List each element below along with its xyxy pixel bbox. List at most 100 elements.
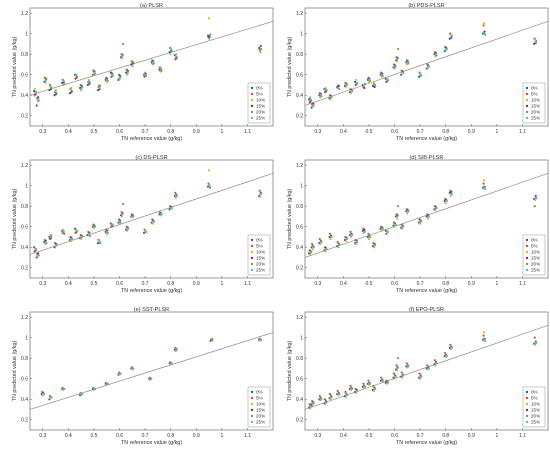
data-point xyxy=(337,84,340,88)
data-point xyxy=(395,60,399,63)
chart-title: (b) PDS-PLSR xyxy=(408,3,444,9)
data-point xyxy=(482,22,486,25)
data-point xyxy=(344,239,348,243)
data-point xyxy=(336,389,339,393)
data-point xyxy=(328,392,332,396)
y-tick-label: 1.2 xyxy=(21,315,28,321)
data-point xyxy=(344,85,348,89)
data-point xyxy=(337,392,340,396)
legend-marker xyxy=(525,390,529,394)
y-tick-label: 1 xyxy=(25,335,28,341)
data-point xyxy=(482,179,486,182)
data-point xyxy=(323,398,327,401)
data-point xyxy=(63,232,66,235)
data-point xyxy=(80,87,83,91)
x-tick-label: 0.8 xyxy=(442,281,449,287)
data-point xyxy=(355,240,358,244)
data-point xyxy=(444,351,447,355)
legend-entry: 15% xyxy=(531,104,540,109)
data-point xyxy=(349,235,353,239)
data-point xyxy=(169,53,172,56)
data-point xyxy=(396,367,399,370)
legend-marker xyxy=(250,390,254,394)
data-point xyxy=(337,246,340,249)
legend-marker xyxy=(525,110,529,114)
data-point xyxy=(119,75,122,78)
legend-marker xyxy=(250,104,254,108)
chart-title: (e) SST-PLSR xyxy=(134,307,169,313)
data-point xyxy=(259,338,262,341)
legend-entry: 10% xyxy=(531,98,540,103)
data-point xyxy=(49,235,52,239)
legend-marker xyxy=(525,92,529,96)
legend-marker xyxy=(250,262,254,266)
x-tick-label: 0.3 xyxy=(39,129,46,135)
legend-marker xyxy=(250,420,254,424)
data-point xyxy=(62,230,65,233)
x-tick-label: 0.5 xyxy=(90,433,97,439)
data-point xyxy=(118,77,121,80)
x-tick-label: 0.5 xyxy=(365,281,372,287)
data-point xyxy=(309,97,312,100)
x-tick-label: 0.6 xyxy=(391,129,398,135)
x-tick-label: 0.6 xyxy=(116,129,123,135)
legend-entry: 25% xyxy=(256,420,265,425)
data-point xyxy=(93,225,96,228)
legend-box xyxy=(522,386,546,428)
y-tick-label: 0.4 xyxy=(21,245,28,251)
data-point xyxy=(127,70,130,73)
y-tick-label: 0.2 xyxy=(21,114,28,120)
x-tick-label: 0.8 xyxy=(167,433,174,439)
legend-marker xyxy=(250,250,254,254)
data-point xyxy=(37,96,40,99)
data-point xyxy=(44,240,47,244)
legend-marker xyxy=(525,244,529,248)
y-tick-label: 0.8 xyxy=(21,204,28,210)
data-point xyxy=(34,248,37,251)
data-point xyxy=(174,53,178,56)
data-point xyxy=(120,215,124,218)
data-point xyxy=(367,379,370,382)
legend-entry: 15% xyxy=(531,256,540,261)
legend-box xyxy=(522,82,546,124)
x-tick-label: 0.4 xyxy=(65,129,72,135)
data-point xyxy=(380,379,384,382)
y-tick-label: 0.8 xyxy=(296,52,303,58)
data-point xyxy=(401,71,404,74)
data-point xyxy=(45,77,48,80)
chart-title: (c) DS-PLSR xyxy=(135,155,167,161)
data-point xyxy=(49,84,52,88)
y-tick-label: 0.2 xyxy=(296,418,303,424)
x-tick-label: 1.1 xyxy=(244,281,251,287)
legend: 0%5%10%15%20%25% xyxy=(247,234,271,276)
legend-marker xyxy=(250,396,254,400)
data-point xyxy=(349,92,353,95)
y-tick-label: 0.8 xyxy=(21,52,28,58)
data-point xyxy=(259,192,262,195)
data-point xyxy=(169,362,173,365)
data-point xyxy=(393,375,396,378)
data-point xyxy=(34,92,37,95)
y-tick-label: 1.2 xyxy=(21,163,28,169)
x-tick-label: 0.9 xyxy=(468,281,475,287)
data-point xyxy=(122,42,125,46)
data-point xyxy=(87,79,91,82)
x-tick-label: 0.5 xyxy=(365,129,372,135)
data-point xyxy=(372,389,376,393)
data-point xyxy=(345,394,348,397)
data-point xyxy=(105,230,109,233)
data-point xyxy=(397,357,400,360)
legend-entry: 10% xyxy=(256,250,265,255)
legend-entry: 10% xyxy=(256,402,265,407)
legend-marker xyxy=(525,116,529,120)
data-point xyxy=(312,102,315,105)
legend-entry: 5% xyxy=(256,396,263,401)
regression-line xyxy=(29,21,274,96)
y-tick-label: 1 xyxy=(25,31,28,37)
data-point xyxy=(336,240,339,244)
data-point xyxy=(36,254,40,257)
y-axis-label: TN predicted value (g/kg) xyxy=(12,189,18,250)
data-point xyxy=(449,192,453,195)
legend-marker xyxy=(250,402,254,406)
x-tick-label: 0.5 xyxy=(365,433,372,439)
